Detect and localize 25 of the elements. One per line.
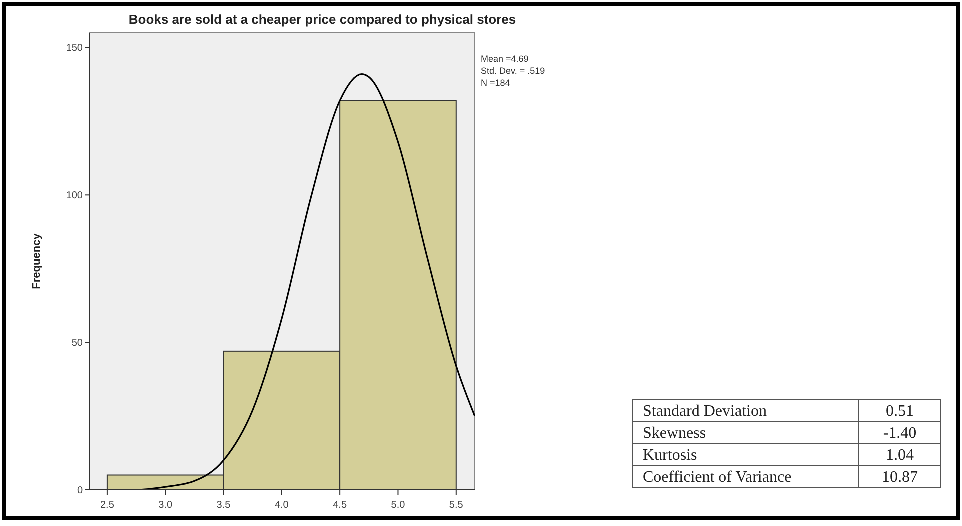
line-series xyxy=(106,73,475,490)
x-tick-label: 3.0 xyxy=(158,500,173,511)
x-tick-label: 3.5 xyxy=(216,500,232,511)
y-tick-label: 100 xyxy=(66,190,84,202)
text: 10.87 xyxy=(882,469,918,486)
y-axis-title: Frequency xyxy=(31,232,43,290)
category-label: Standard Deviation xyxy=(643,403,767,420)
y-tick-label: 50 xyxy=(72,338,84,350)
category-label: Kurtosis xyxy=(643,447,698,464)
y-tick-label: 0 xyxy=(77,486,84,496)
x-tick-label: 5.5 xyxy=(449,500,464,511)
category-label: Coefficient of Variance xyxy=(643,469,792,486)
x-tick-label: 4.0 xyxy=(274,500,290,511)
category-label: Skewness xyxy=(643,425,706,442)
text: Mean =4.69 xyxy=(481,54,529,64)
x-tick-label: 4.5 xyxy=(333,500,348,511)
x-tick-label: 2.5 xyxy=(100,500,115,511)
text: N =184 xyxy=(481,78,510,88)
x-tick-label: 5.0 xyxy=(391,500,406,511)
text: 0.51 xyxy=(886,403,914,420)
text: 1.04 xyxy=(886,447,914,464)
y-tick-label: 150 xyxy=(66,43,84,54)
text: Std. Dev. = .519 xyxy=(481,66,546,76)
chart-title: Books are sold at a cheaper price compared to physical stores xyxy=(128,12,516,27)
text: -1.40 xyxy=(883,425,917,442)
